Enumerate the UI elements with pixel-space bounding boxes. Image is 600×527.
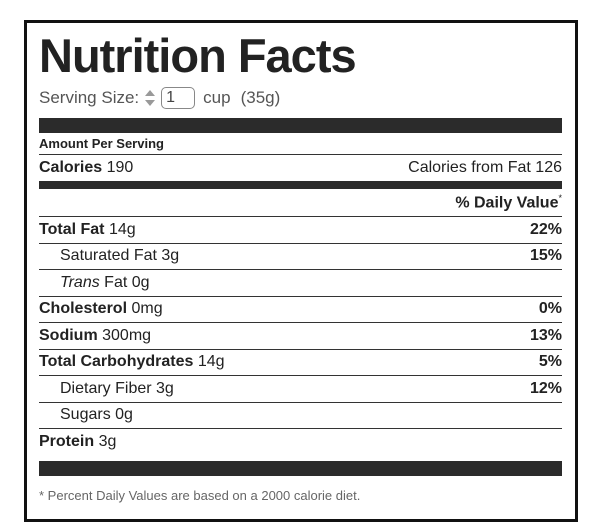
nutrient-label: Sodium — [39, 326, 98, 344]
nutrient-amount: 0g — [115, 406, 133, 424]
nutrient-amount: 0g — [131, 273, 150, 291]
nutrient-label: Protein — [39, 432, 95, 450]
nutrient-amount: 3g — [98, 432, 117, 450]
serving-unit: cup — [203, 88, 231, 107]
calories-from-fat: Calories from Fat 126 — [408, 159, 562, 177]
nutrient-label: Total Fat — [39, 220, 105, 238]
calories-value: 190 — [106, 159, 134, 176]
daily-value-heading: % Daily Value* — [455, 193, 562, 212]
nutrient-amount: 3g — [161, 247, 180, 265]
nutrient-label: Saturated Fat — [60, 247, 157, 265]
nutrient-row: Total Carbohydrates 14g 5% — [39, 348, 562, 376]
daily-value-mark: * — [558, 192, 562, 203]
nutrient: Total Fat 14g — [39, 221, 136, 239]
nutrition-label: Nutrition Facts Serving Size: cup (35g) … — [24, 20, 578, 522]
daily-value: 12% — [529, 379, 562, 397]
nutrient-row: Dietary Fiber 3g 12% — [39, 375, 562, 402]
calories-row: Calories 190 Calories from Fat 126 — [39, 155, 562, 181]
amount-per-serving: Amount Per Serving — [39, 133, 562, 155]
nutrient-amount: 14g — [197, 353, 225, 371]
nutrient-amount: 14g — [108, 220, 136, 238]
serving-row: Serving Size: cup (35g) — [39, 83, 562, 113]
quantity-spinner[interactable] — [143, 88, 157, 108]
daily-value-label: % Daily Value — [455, 194, 559, 212]
daily-value: 22% — [529, 220, 562, 238]
daily-value: 0% — [538, 300, 562, 318]
nutrient: Dietary Fiber 3g — [60, 380, 174, 398]
quantity-input[interactable] — [161, 87, 196, 109]
nutrient-amount: 300mg — [102, 326, 152, 344]
calories: Calories 190 — [39, 159, 133, 177]
medium-rule — [39, 181, 562, 189]
nutrient: Sugars 0g — [60, 406, 133, 424]
title: Nutrition Facts — [39, 29, 357, 82]
nutrient-row: Saturated Fat 3g 15% — [39, 242, 562, 270]
nutrient-label: Cholesterol — [39, 300, 128, 318]
daily-value-header: % Daily Value* — [39, 189, 562, 216]
nutrient: Cholesterol 0mg — [39, 300, 163, 318]
nutrient-label: Sugars — [60, 406, 111, 424]
nutrient-row: Cholesterol 0mg 0% — [39, 295, 562, 323]
nutrient-label: Total Carbohydrates — [39, 353, 194, 371]
daily-value: 13% — [529, 326, 562, 344]
calories-label: Calories — [39, 159, 103, 176]
thick-rule — [39, 118, 562, 133]
nutrient: Trans Fat 0g — [60, 274, 150, 292]
from-fat-value: 126 — [535, 159, 562, 176]
nutrient-row: Total Fat 14g 22% — [39, 216, 562, 243]
nutrient: Saturated Fat 3g — [60, 247, 179, 265]
daily-value: 5% — [538, 353, 562, 371]
nutrient: Protein 3g — [39, 433, 116, 451]
serving-weight: (35g) — [240, 88, 281, 107]
serving-label: Serving Size: — [39, 88, 140, 107]
nutrient-row: Sugars 0g — [39, 401, 562, 429]
nutrient-row: Sodium 300mg 13% — [39, 322, 562, 349]
from-fat-label: Calories from Fat — [408, 159, 531, 176]
nutrient: Sodium 300mg — [39, 327, 151, 345]
nutrient-rows: Total Fat 14g 22% Saturated Fat 3g 15% Trans… — [39, 216, 562, 455]
nutrient-amount: 3g — [156, 379, 174, 397]
daily-value: 15% — [529, 247, 562, 265]
nutrient-row: Trans Fat 0g — [39, 269, 562, 296]
nutrient-row: Protein 3g — [39, 428, 562, 455]
nutrient-label-italic: Trans — [60, 273, 100, 291]
nutrient-amount: 0mg — [131, 300, 163, 318]
thick-rule — [39, 460, 562, 476]
nutrient-label: Dietary Fiber — [60, 379, 152, 397]
footnote: * Percent Daily Values are based on a 20… — [39, 487, 361, 503]
nutrient-label: Fat — [104, 273, 128, 291]
nutrient: Total Carbohydrates 14g — [39, 353, 225, 371]
